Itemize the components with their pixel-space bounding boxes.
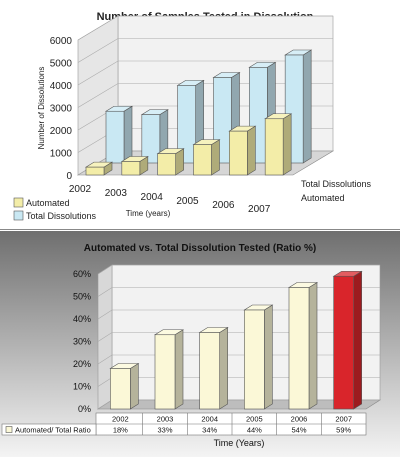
chart1-bar-total-front (141, 114, 161, 164)
chart1-bar-automated (228, 125, 257, 176)
chart2-y-tick-label: 40% (73, 314, 91, 324)
chart1-x-tick-label: 2004 (141, 192, 164, 203)
chart1-gridline (77, 38, 333, 63)
chart1-y-tick-label: 5000 (50, 59, 73, 70)
chart1-bar-automated-front (264, 118, 284, 176)
chart1-y-tick-label: 2000 (50, 126, 73, 137)
chart1-bar-automated-side (282, 113, 292, 176)
chart1-gridline (77, 60, 333, 86)
chart2-bar (198, 326, 229, 410)
chart2-y-tick-label: 10% (73, 382, 91, 392)
chart1-x-tick-label: 2003 (105, 188, 128, 199)
chart1-legend-label-total: Total Dissolutions (26, 211, 97, 221)
chart1-gridline (77, 15, 333, 41)
chart2-x-tick-label: 2002 (112, 415, 129, 424)
chart2-data-label: 18% (113, 426, 128, 435)
chart1-bar-automated (84, 161, 114, 176)
chart2-data-label: 44% (247, 426, 262, 435)
chart2-x-tick-label: 2007 (335, 415, 352, 424)
dissolution-count-chart: Number of Samples Tested in Dissolution0… (0, 0, 400, 228)
chart2-bar-front (154, 334, 176, 410)
chart1-x-tick-label: 2007 (248, 204, 271, 215)
chart2-data-table-series-cell (1, 423, 97, 436)
chart2-y-tick-label: 20% (73, 359, 91, 369)
chart1-bar-automated (120, 155, 149, 176)
chart2-x-axis-label: Time (Years) (214, 438, 265, 448)
chart1-bar-automated-front (121, 161, 141, 176)
chart1-legend-label-automated: Automated (26, 198, 70, 208)
chart1-bar-automated-front (193, 144, 212, 176)
chart2-legend-label: Automated/ Total Ratio (15, 426, 91, 435)
chart2-bar-highlight-side (353, 270, 362, 410)
chart2-data-label: 33% (157, 426, 172, 435)
chart1-y-tick-label: 4000 (50, 81, 73, 92)
chart2-y-tick-label: 30% (73, 337, 91, 347)
chart2-bar-front (199, 332, 220, 410)
chart2-data-label: 34% (202, 426, 217, 435)
chart1-bar-automated (192, 139, 221, 176)
chart2-data-label: 59% (336, 426, 351, 435)
chart1-bar-total (284, 49, 313, 164)
chart1-y-axis-label: Number of Dissolutions (37, 67, 46, 150)
chart2-bar-side (174, 329, 184, 410)
chart1-x-axis-label: Time (years) (126, 209, 171, 218)
chart1-bar-total-front (105, 110, 125, 164)
chart1-bar-automated-side (247, 125, 256, 176)
chart2-gridline (97, 264, 380, 275)
chart2-bar (243, 304, 274, 410)
chart1-bar-automated-front (85, 166, 105, 176)
chart1-x-tick-label: 2006 (212, 200, 235, 211)
chart1-x-tick-label: 2002 (69, 184, 92, 195)
chart2-bar (153, 329, 185, 410)
chart2-bar-side (264, 304, 273, 410)
chart2-x-tick-label: 2005 (246, 415, 263, 424)
chart1-y-tick-label: 0 (66, 171, 72, 182)
chart1-bar-automated-side (211, 139, 220, 176)
chart1-bar-total (104, 105, 134, 164)
chart2-bar-front (244, 309, 265, 410)
chart2-bar-front (110, 368, 131, 410)
chart1-bar-automated (156, 148, 185, 176)
chart1-y-tick-label: 6000 (50, 36, 73, 47)
chart1-x-tick-label: 2005 (176, 196, 199, 207)
chart2-bar-front (288, 287, 310, 410)
chart2-x-tick-label: 2006 (291, 415, 308, 424)
chart1-bar-automated-front (157, 153, 176, 176)
chart2-bar-highlight (332, 270, 363, 410)
chart2-x-tick-label: 2003 (157, 415, 174, 424)
chart1-y-tick-label: 3000 (50, 104, 73, 115)
chart2-bar-highlight-front (333, 275, 354, 410)
chart2-y-tick-label: 60% (73, 269, 91, 279)
chart1-legend-swatch-total (13, 210, 24, 221)
chart1-bar-automated-front (229, 130, 248, 176)
chart2-bar (109, 362, 140, 410)
chart1-bar-total-side (302, 49, 312, 164)
chart2-x-tick-label: 2004 (201, 415, 218, 424)
chart2-bar-side (130, 362, 139, 410)
chart2-title: Automated vs. Total Dissolution Tested (… (84, 243, 316, 254)
chart1-bar-total-side (123, 105, 133, 164)
chart1-depth-label-total: Total Dissolutions (301, 179, 372, 189)
chart1-bar-total-front (177, 85, 196, 164)
chart1-legend-swatch-automated (13, 197, 24, 208)
chart-divider (0, 229, 400, 230)
chart1-depth-label-automated: Automated (301, 193, 345, 203)
ratio-chart: Automated vs. Total Dissolution Tested (… (0, 231, 400, 457)
chart2-bar (287, 281, 319, 410)
chart2-bar-side (219, 326, 228, 410)
chart2-bar-side (308, 281, 318, 410)
chart1-y-tick-label: 1000 (50, 149, 73, 160)
chart2-y-tick-label: 0% (78, 404, 91, 414)
chart2-data-label: 54% (291, 426, 306, 435)
chart1-bar-automated (264, 113, 293, 176)
chart2-legend-swatch (5, 426, 13, 433)
chart2-y-tick-label: 50% (73, 292, 91, 302)
